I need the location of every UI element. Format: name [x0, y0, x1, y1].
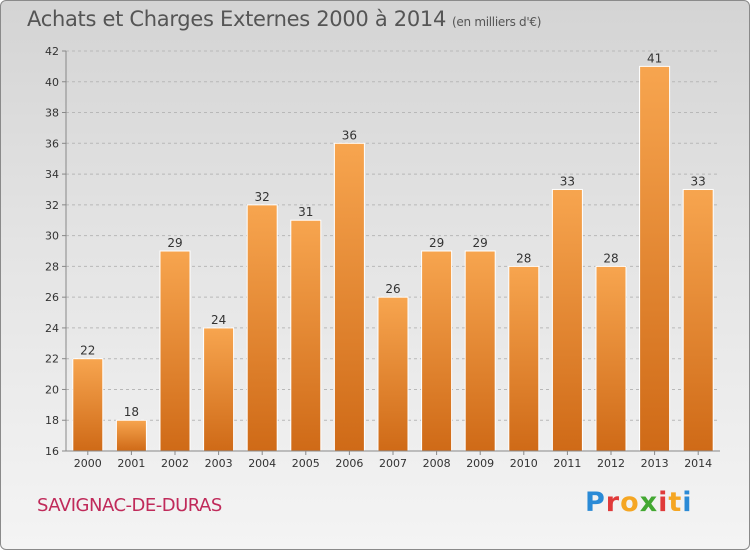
y-tick-label: 36 [45, 137, 59, 150]
x-axis-ticks: 2000 2001 2002 2003 2004 2005 2006 2007 2008 2009… [74, 451, 712, 470]
bar-value-label: 41 [647, 51, 662, 65]
y-tick-label: 16 [45, 445, 59, 458]
bar-value-label: 26 [385, 282, 400, 296]
bar-value-label: 18 [124, 405, 139, 419]
x-tick-label: 2014 [684, 457, 712, 470]
bar-value-label: 29 [167, 236, 182, 250]
bar-value-label: 24 [211, 313, 226, 327]
y-tick-label: 34 [45, 168, 59, 181]
bar[interactable] [551, 188, 583, 452]
bar-value-label: 33 [691, 174, 706, 188]
x-tick-label: 2006 [335, 457, 363, 470]
bar[interactable] [72, 358, 104, 452]
bar[interactable] [246, 204, 278, 452]
bar[interactable] [595, 265, 627, 452]
x-tick-label: 2009 [466, 457, 494, 470]
bar[interactable] [203, 327, 235, 452]
bar[interactable] [115, 419, 147, 452]
bar[interactable] [508, 265, 540, 452]
x-tick-label: 2012 [597, 457, 625, 470]
title-unit: (en milliers d'€) [452, 15, 542, 29]
bar[interactable] [682, 188, 714, 452]
x-tick-label: 2013 [641, 457, 669, 470]
logo-letter: o [620, 487, 640, 518]
bar-value-label: 28 [603, 251, 618, 265]
x-tick-label: 2005 [292, 457, 320, 470]
bar[interactable] [421, 250, 453, 452]
y-tick-label: 42 [45, 45, 59, 58]
x-tick-label: 2007 [379, 457, 407, 470]
chart-title: Achats et Charges Externes 2000 à 2014 (e… [27, 7, 541, 31]
bar[interactable] [639, 65, 671, 452]
y-axis-ticks: 16 18 20 22 24 26 28 30 32 34 36 38 40 42 [45, 45, 66, 458]
bar-value-label: 22 [80, 344, 95, 358]
title-text: Achats et Charges Externes 2000 à 2014 [27, 7, 447, 31]
y-tick-label: 32 [45, 199, 59, 212]
bar-value-label: 29 [429, 236, 444, 250]
y-tick-label: 26 [45, 291, 59, 304]
x-tick-label: 2011 [553, 457, 581, 470]
x-tick-label: 2000 [74, 457, 102, 470]
x-tick-label: 2004 [248, 457, 276, 470]
logo-letter: i [682, 487, 693, 518]
y-tick-label: 20 [45, 383, 59, 396]
y-tick-label: 40 [45, 76, 59, 89]
y-tick-label: 18 [45, 414, 59, 427]
bar[interactable] [290, 219, 322, 452]
x-tick-label: 2008 [423, 457, 451, 470]
bar-value-label: 28 [516, 251, 531, 265]
bar-value-label: 31 [298, 205, 313, 219]
bars: 22 18 29 24 32 31 36 26 29 29 28 33 28 41 33 [72, 51, 714, 452]
proxiti-logo[interactable]: Proxiti [585, 487, 693, 518]
bar[interactable] [464, 250, 496, 452]
x-tick-label: 2002 [161, 457, 189, 470]
x-tick-label: 2010 [510, 457, 538, 470]
bar-value-label: 36 [342, 128, 357, 142]
y-tick-label: 28 [45, 260, 59, 273]
logo-letter: P [585, 487, 606, 518]
x-tick-label: 2003 [205, 457, 233, 470]
bar-value-label: 33 [560, 174, 575, 188]
y-tick-label: 22 [45, 353, 59, 366]
bar[interactable] [377, 296, 409, 452]
logo-letter: i [658, 487, 669, 518]
place-name: SAVIGNAC-DE-DURAS [37, 495, 222, 516]
bar[interactable] [159, 250, 191, 452]
logo-letter: r [605, 487, 621, 518]
y-tick-label: 38 [45, 107, 59, 120]
logo-letter: t [668, 487, 683, 518]
logo-letter: x [639, 487, 659, 518]
axes [65, 51, 720, 452]
bar-value-label: 32 [255, 190, 270, 204]
y-tick-label: 30 [45, 230, 59, 243]
bar[interactable] [333, 142, 365, 452]
x-tick-label: 2001 [117, 457, 145, 470]
bar-value-label: 29 [473, 236, 488, 250]
y-tick-label: 24 [45, 322, 59, 335]
